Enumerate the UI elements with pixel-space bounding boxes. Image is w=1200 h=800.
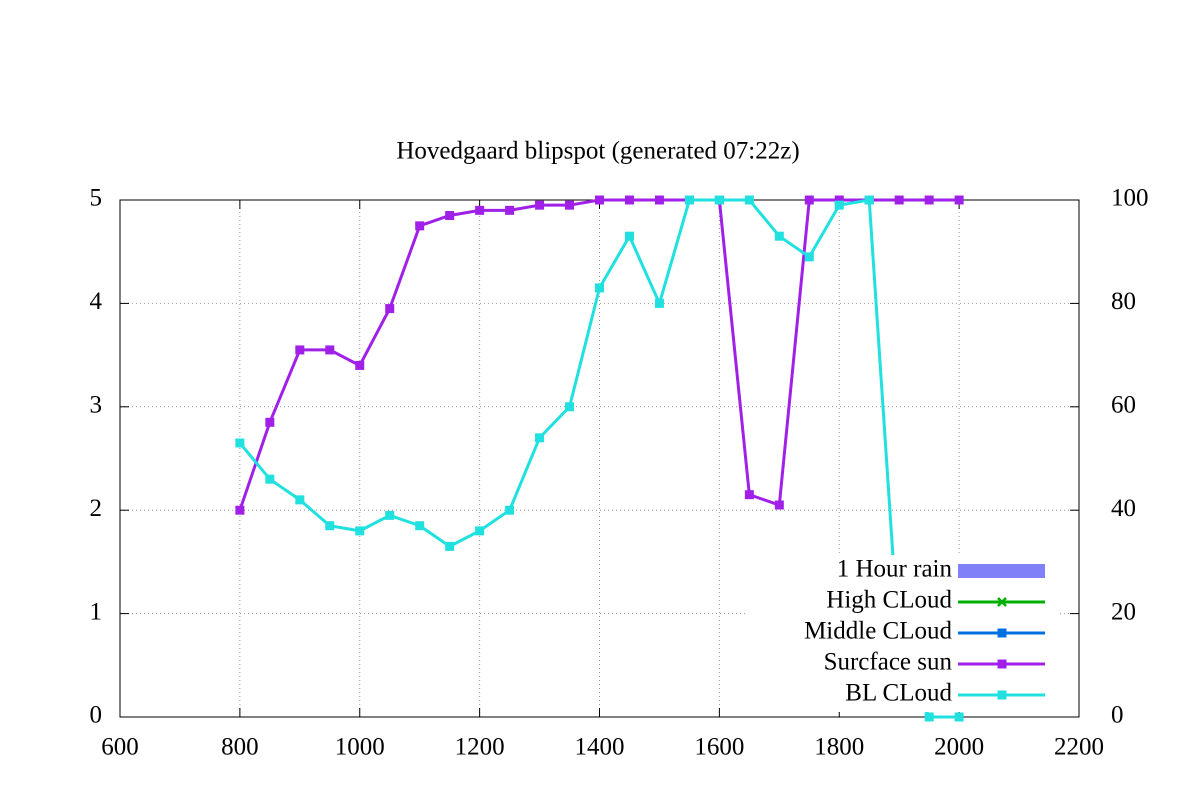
marker [804, 195, 814, 205]
legend-label: Middle CLoud [804, 618, 952, 645]
marker [804, 252, 814, 262]
marker [265, 417, 275, 427]
legend-label: 1 Hour rain [837, 556, 953, 583]
marker [997, 628, 1007, 638]
x-tick-label: 2200 [1054, 734, 1104, 761]
marker [325, 521, 335, 531]
marker [924, 195, 934, 205]
marker [624, 231, 634, 241]
marker [385, 304, 395, 314]
marker [295, 495, 305, 505]
marker [235, 505, 245, 515]
y2-tick-label: 0 [1111, 702, 1124, 729]
marker [744, 490, 754, 500]
marker [475, 526, 485, 536]
y-tick-label: 2 [90, 495, 103, 522]
y2-tick-label: 20 [1111, 598, 1136, 625]
marker [325, 345, 335, 355]
y-tick-label: 1 [90, 598, 103, 625]
y2-tick-label: 100 [1111, 185, 1149, 212]
marker [235, 438, 245, 448]
y2-tick-label: 40 [1111, 495, 1136, 522]
marker [774, 231, 784, 241]
marker [535, 200, 545, 210]
marker [475, 205, 485, 215]
marker [535, 433, 545, 443]
x-tick-label: 1200 [455, 734, 505, 761]
marker [355, 526, 365, 536]
marker [595, 195, 604, 205]
marker [505, 205, 515, 215]
x-tick-label: 1000 [335, 734, 385, 761]
marker [834, 195, 844, 205]
marker [997, 597, 1007, 607]
x-tick-label: 600 [101, 734, 139, 761]
y2-tick-label: 80 [1111, 288, 1136, 315]
marker [894, 195, 904, 205]
marker [954, 195, 964, 205]
marker [744, 195, 754, 205]
marker [565, 402, 575, 412]
x-tick-label: 800 [221, 734, 259, 761]
y-tick-label: 5 [90, 185, 103, 212]
marker [445, 541, 455, 551]
marker [714, 195, 724, 205]
legend-swatch [958, 564, 1045, 578]
legend-label: BL CLoud [845, 680, 952, 707]
marker [864, 195, 874, 205]
marker [385, 510, 395, 520]
marker [505, 505, 515, 515]
marker [997, 659, 1007, 669]
marker [954, 712, 964, 722]
marker [654, 298, 664, 308]
y-tick-label: 0 [90, 702, 103, 729]
y-tick-label: 3 [90, 392, 103, 419]
legend-label: High CLoud [826, 587, 952, 614]
marker [445, 211, 455, 221]
x-tick-label: 1400 [575, 734, 625, 761]
marker [684, 195, 694, 205]
chart-title: Hovedgaard blipspot (generated 07:22z) [396, 138, 799, 165]
x-tick-label: 1800 [814, 734, 864, 761]
marker [415, 221, 425, 231]
marker [924, 712, 934, 722]
x-tick-label: 2000 [934, 734, 984, 761]
x-tick-label: 1600 [694, 734, 744, 761]
marker [654, 195, 664, 205]
marker [624, 195, 634, 205]
marker [834, 200, 844, 210]
marker [997, 690, 1007, 700]
legend-label: Surcface sun [824, 649, 953, 676]
marker [295, 345, 305, 355]
marker [415, 521, 425, 531]
y2-tick-label: 60 [1111, 392, 1136, 419]
marker [774, 500, 784, 510]
marker [565, 200, 575, 210]
marker [355, 360, 365, 370]
marker [265, 474, 275, 484]
y-tick-label: 4 [90, 288, 103, 315]
marker [595, 283, 604, 293]
series-line [238, 198, 960, 511]
